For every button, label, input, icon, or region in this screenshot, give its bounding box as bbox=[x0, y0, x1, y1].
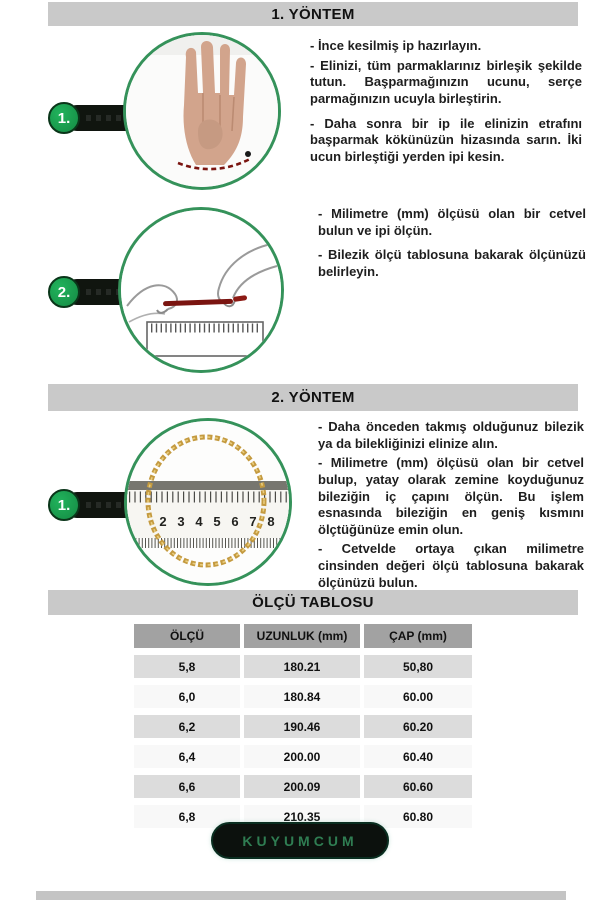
table-cell: 6,4 bbox=[134, 745, 240, 768]
method1-step1-text: - İnce kesilmiş ip hazırlayın. - Elinizi… bbox=[310, 38, 582, 168]
step-number: 1. bbox=[48, 102, 80, 134]
hand-fingers-together-illustration bbox=[126, 35, 278, 187]
method2-title: 2. YÖNTEM bbox=[271, 389, 355, 406]
bracelet-on-ruler-circle: 2 3 4 5 6 7 8 bbox=[124, 418, 292, 586]
table-cell: 6,6 bbox=[134, 775, 240, 798]
table-row: 6,6 200.09 60.60 bbox=[134, 775, 472, 798]
table-cell: 6,2 bbox=[134, 715, 240, 738]
table-cell: 180.21 bbox=[244, 655, 360, 678]
table-row: 6,0 180.84 60.00 bbox=[134, 685, 472, 708]
method2-header-bar: 2. YÖNTEM bbox=[48, 384, 578, 411]
bracelet-ruler-illustration: 2 3 4 5 6 7 8 bbox=[127, 421, 289, 583]
step-number: 2. bbox=[48, 276, 80, 308]
step-number: 1. bbox=[48, 489, 80, 521]
measuring-string-circle bbox=[118, 207, 284, 373]
table-row: 6,2 190.46 60.20 bbox=[134, 715, 472, 738]
hand-photo-circle bbox=[123, 32, 281, 190]
bullet: - Daha sonra bir ip ile elinizin etrafın… bbox=[310, 115, 582, 164]
table-cell: 50,80 bbox=[364, 655, 472, 678]
bullet: - Cetvelde ortaya çıkan milimetre cinsin… bbox=[318, 541, 584, 590]
bullet: - Elinizi, tüm parmaklarınız birleşik şe… bbox=[310, 57, 582, 106]
method2-text: - Daha önceden takmış olduğunuz bilezik … bbox=[318, 419, 584, 594]
table-header-row: ÖLÇÜ UZUNLUK (mm) ÇAP (mm) bbox=[134, 624, 472, 648]
ruler-number: 4 bbox=[195, 514, 203, 529]
table-cell: 200.00 bbox=[244, 745, 360, 768]
table-cell: 60.20 bbox=[364, 715, 472, 738]
bottom-divider-bar bbox=[36, 891, 566, 900]
method1-title: 1. YÖNTEM bbox=[271, 5, 355, 23]
table-cell: 6,0 bbox=[134, 685, 240, 708]
ruler-number: 5 bbox=[213, 514, 220, 529]
ruler-number: 8 bbox=[267, 514, 274, 529]
method1-header-bar: 1. YÖNTEM bbox=[48, 2, 578, 26]
table-cell: 5,8 bbox=[134, 655, 240, 678]
ruler-number: 3 bbox=[177, 514, 184, 529]
kuyumcum-brand-button[interactable]: KUYUMCUM bbox=[211, 822, 389, 859]
ruler-number: 2 bbox=[159, 514, 166, 529]
ruler-number: 7 bbox=[249, 514, 256, 529]
ruler-number: 6 bbox=[231, 514, 238, 529]
method1-step2-text: - Milimetre (mm) ölçüsü olan bir cetvel … bbox=[318, 206, 586, 284]
bullet: - İnce kesilmiş ip hazırlayın. bbox=[310, 38, 482, 53]
size-table: ÖLÇÜ UZUNLUK (mm) ÇAP (mm) 5,8 180.21 50… bbox=[130, 617, 476, 835]
column-header-olcu: ÖLÇÜ bbox=[134, 624, 240, 648]
table-cell: 60.80 bbox=[364, 805, 472, 828]
size-table-header-bar: ÖLÇÜ TABLOSU bbox=[48, 590, 578, 615]
table-row: 5,8 180.21 50,80 bbox=[134, 655, 472, 678]
size-table-title: ÖLÇÜ TABLOSU bbox=[252, 594, 374, 611]
table-cell: 60.00 bbox=[364, 685, 472, 708]
column-header-cap: ÇAP (mm) bbox=[364, 624, 472, 648]
bullet: - Milimetre (mm) ölçüsü olan bir cetvel … bbox=[318, 455, 584, 537]
table-cell: 180.84 bbox=[244, 685, 360, 708]
table-cell: 60.60 bbox=[364, 775, 472, 798]
table-cell: 6,8 bbox=[134, 805, 240, 828]
bullet: - Bilezik ölçü tablosuna bakarak ölçünüz… bbox=[318, 247, 586, 279]
table-row: 6,4 200.00 60.40 bbox=[134, 745, 472, 768]
table-cell: 60.40 bbox=[364, 745, 472, 768]
table-cell: 200.09 bbox=[244, 775, 360, 798]
hands-measuring-string-illustration bbox=[121, 210, 281, 370]
bullet: - Milimetre (mm) ölçüsü olan bir cetvel … bbox=[318, 206, 586, 238]
column-header-uzunluk: UZUNLUK (mm) bbox=[244, 624, 360, 648]
table-cell: 190.46 bbox=[244, 715, 360, 738]
bullet: - Daha önceden takmış olduğunuz bilezik … bbox=[318, 419, 584, 451]
